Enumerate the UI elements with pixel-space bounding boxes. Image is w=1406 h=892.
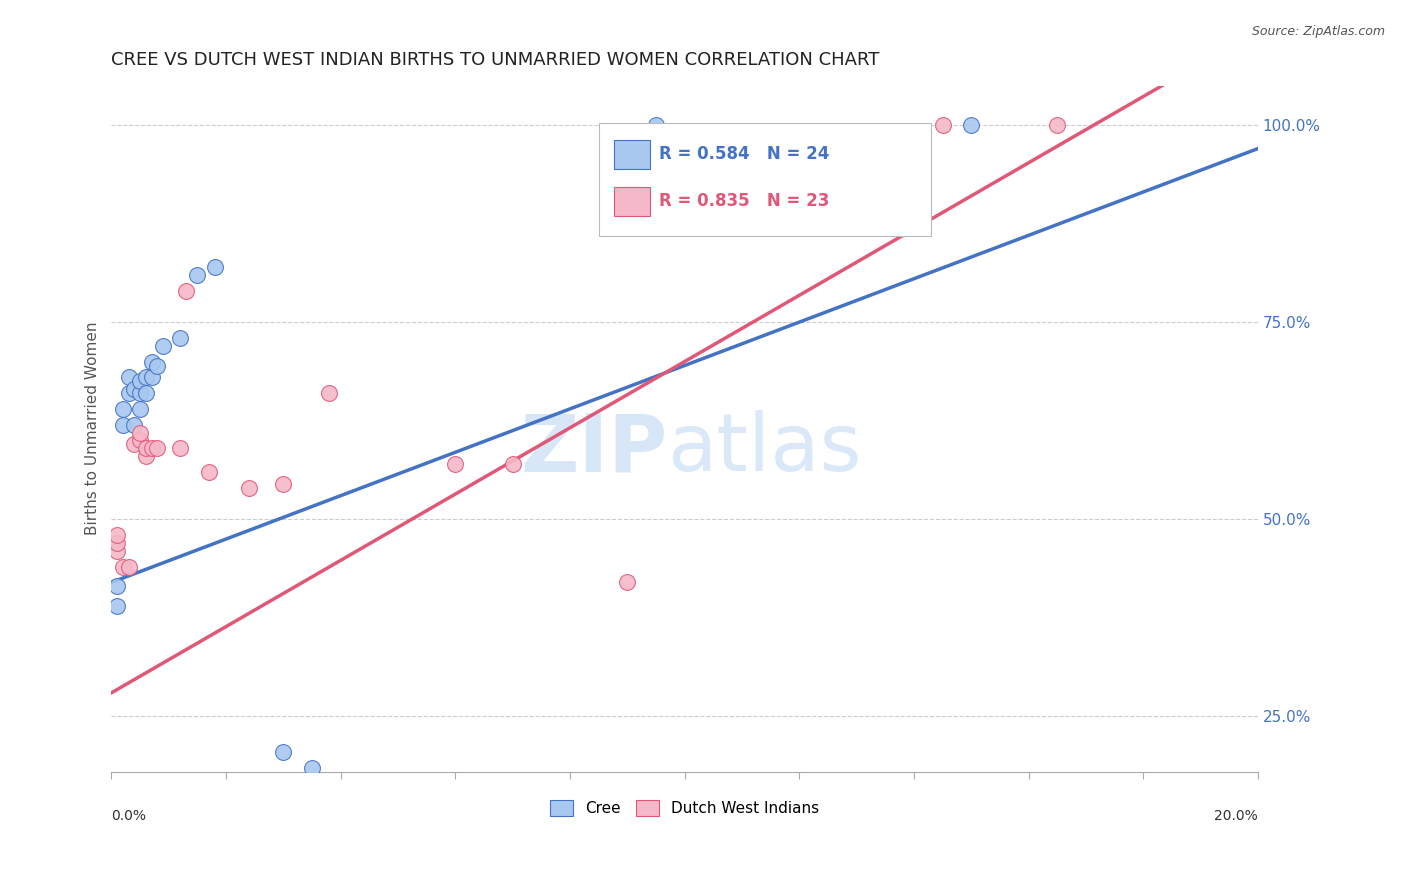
Point (645, 118, 668, 132)
Point (186, 268, 208, 282)
Point (204, 260, 226, 274)
Point (135, 386, 157, 401)
Point (238, 481, 260, 495)
Point (129, 425, 152, 440)
Point (960, 118, 983, 132)
Point (444, 457, 467, 471)
Point (152, 339, 174, 353)
Point (616, 575, 638, 590)
Text: R = 0.835   N = 23: R = 0.835 N = 23 (659, 192, 830, 210)
Point (129, 386, 152, 401)
Text: R = 0.584   N = 24: R = 0.584 N = 24 (659, 145, 830, 163)
Point (105, 528, 128, 542)
Text: Source: ZipAtlas.com: Source: ZipAtlas.com (1251, 25, 1385, 38)
Point (169, 442, 191, 456)
Text: 20.0%: 20.0% (1215, 809, 1258, 823)
Point (146, 359, 169, 373)
Point (931, 118, 953, 132)
Text: ZIP: ZIP (520, 410, 668, 488)
Point (117, 559, 139, 574)
Text: atlas: atlas (668, 410, 862, 488)
Point (129, 374, 152, 388)
FancyBboxPatch shape (599, 123, 931, 236)
Point (124, 417, 146, 432)
Point (111, 401, 134, 416)
Point (117, 370, 139, 384)
Point (502, 457, 524, 471)
Point (129, 434, 152, 448)
Point (1046, 118, 1069, 132)
Point (146, 442, 169, 456)
Y-axis label: Births to Unmarried Women: Births to Unmarried Women (86, 322, 100, 535)
Point (117, 386, 139, 401)
Point (141, 370, 163, 384)
Point (135, 442, 157, 456)
Point (198, 465, 221, 479)
Text: 0.0%: 0.0% (111, 809, 146, 823)
Point (273, 476, 295, 491)
Point (129, 401, 152, 416)
Text: CREE VS DUTCH WEST INDIAN BIRTHS TO UNMARRIED WOMEN CORRELATION CHART: CREE VS DUTCH WEST INDIAN BIRTHS TO UNMA… (111, 51, 880, 69)
FancyBboxPatch shape (613, 187, 650, 216)
FancyBboxPatch shape (613, 140, 650, 169)
Point (135, 449, 157, 463)
Point (141, 354, 163, 368)
Point (105, 544, 128, 558)
Point (301, 761, 323, 775)
Point (273, 745, 295, 759)
Point (111, 417, 134, 432)
Point (105, 599, 128, 613)
Point (124, 382, 146, 396)
Legend: Cree, Dutch West Indians: Cree, Dutch West Indians (544, 794, 825, 822)
Point (124, 437, 146, 451)
Point (135, 370, 157, 384)
Point (105, 579, 128, 593)
Point (141, 442, 163, 456)
Point (318, 386, 340, 401)
Point (105, 536, 128, 550)
Point (174, 284, 197, 298)
Point (111, 559, 134, 574)
Point (169, 331, 191, 345)
